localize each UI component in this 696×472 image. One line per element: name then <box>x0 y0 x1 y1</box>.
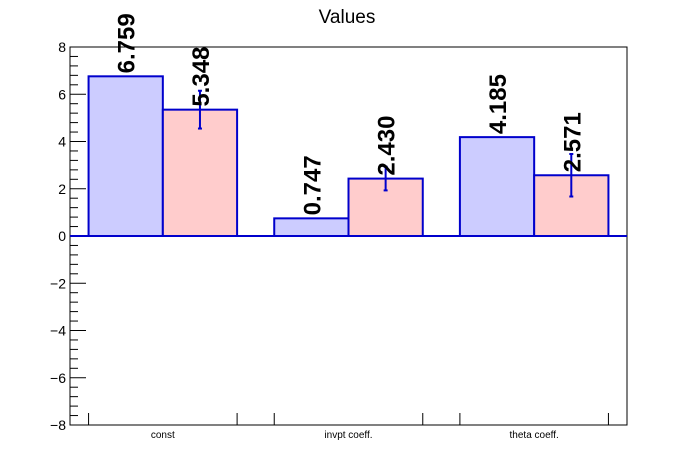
chart-title: Values <box>319 7 376 28</box>
y-tick-label: −6 <box>50 370 66 386</box>
bar <box>273 217 350 238</box>
bar <box>458 136 536 238</box>
data-label: 2.430 <box>374 116 401 176</box>
data-label: 4.185 <box>485 74 512 134</box>
y-tick-label: 6 <box>58 86 66 102</box>
data-label: 0.747 <box>299 155 326 215</box>
data-label: 5.348 <box>188 47 215 107</box>
y-tick-label: −2 <box>50 275 66 291</box>
y-tick-label: 2 <box>58 181 66 197</box>
y-tick-label: 8 <box>58 39 66 55</box>
data-label: 2.571 <box>559 112 586 172</box>
y-tick-label: 0 <box>58 228 66 244</box>
x-category-label: const <box>151 430 175 441</box>
y-tick-label: 4 <box>58 134 66 150</box>
x-category-label: invpt coeff. <box>324 430 372 441</box>
x-category-label: theta coeff. <box>510 430 559 441</box>
data-label: 6.759 <box>114 13 141 73</box>
plot-area: −8 −6 −4 −2 0 2 4 6 8 6.759 0.747 4.185 5.348 2.430 2.… <box>50 13 628 441</box>
bar <box>87 75 164 238</box>
y-tick-label: −4 <box>50 323 66 339</box>
y-tick-label: −8 <box>50 417 66 433</box>
